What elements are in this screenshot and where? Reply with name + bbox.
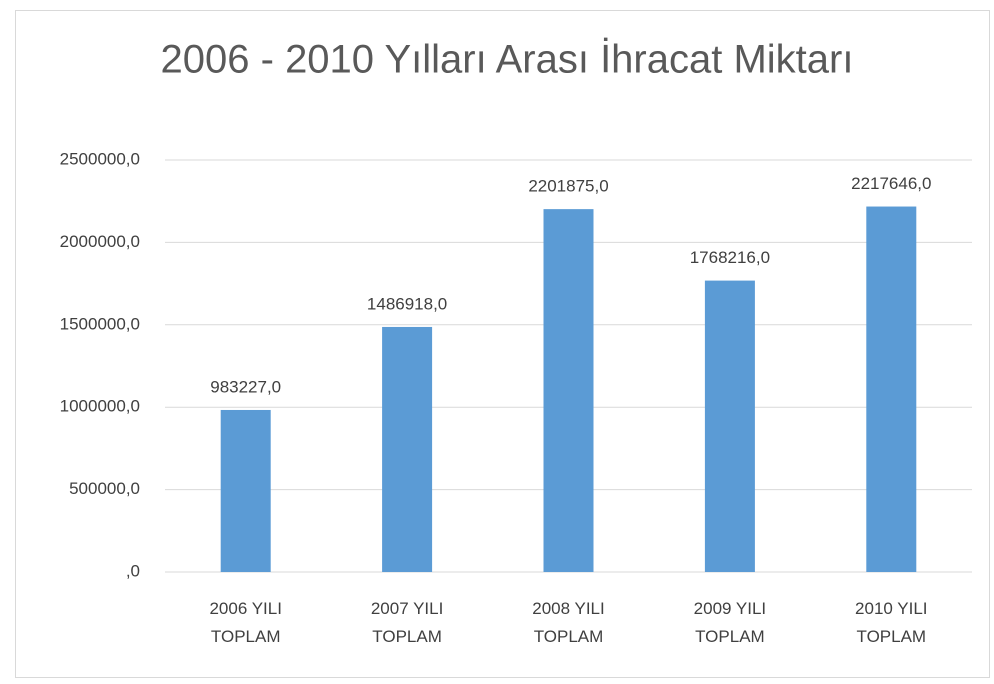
bar bbox=[543, 209, 594, 573]
y-tick-label: 500000,0 bbox=[69, 479, 140, 498]
bar bbox=[220, 409, 271, 572]
chart-title: 2006 - 2010 Yılları Arası İhracat Miktar… bbox=[161, 37, 854, 82]
y-tick-label: 1000000,0 bbox=[60, 397, 140, 416]
chart-border bbox=[15, 10, 990, 678]
x-tick-label: 2007 YILI TOPLAM bbox=[371, 599, 443, 646]
data-label: 983227,0 bbox=[210, 377, 281, 396]
data-label: 2201875,0 bbox=[528, 177, 608, 196]
bar bbox=[382, 326, 433, 572]
bar bbox=[866, 206, 917, 573]
y-tick-label: 2000000,0 bbox=[60, 232, 140, 251]
data-label: 1768216,0 bbox=[690, 248, 770, 267]
x-tick-label: 2006 YILI TOPLAM bbox=[209, 599, 281, 646]
y-tick-label: ,0 bbox=[126, 561, 140, 580]
data-label: 1486918,0 bbox=[367, 294, 447, 313]
x-tick-label: 2008 YILI TOPLAM bbox=[532, 599, 604, 646]
x-tick-label: 2010 YILI TOPLAM bbox=[855, 599, 927, 646]
y-tick-label: 2500000,0 bbox=[60, 149, 140, 168]
x-tick-label: 2009 YILI TOPLAM bbox=[694, 599, 766, 646]
data-label: 2217646,0 bbox=[851, 174, 931, 193]
y-tick-label: 1500000,0 bbox=[60, 314, 140, 333]
bar bbox=[704, 280, 755, 572]
